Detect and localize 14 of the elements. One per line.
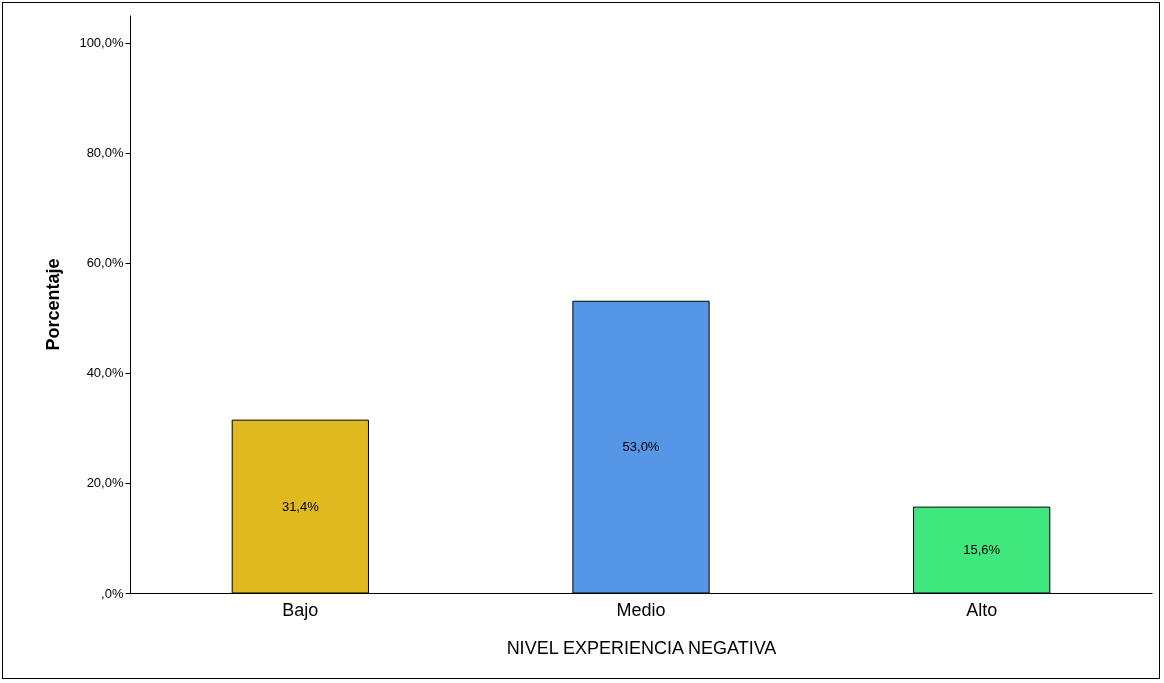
y-axis-title: Porcentaje: [43, 258, 64, 351]
y-tick-label: ,0%: [101, 585, 124, 601]
x-tick-label: Alto: [966, 599, 998, 620]
y-tick-label: 20,0%: [86, 475, 124, 491]
y-tick-label: 60,0%: [86, 255, 124, 271]
x-tick-label: Medio: [616, 599, 666, 620]
y-tick-label: 100,0%: [79, 35, 124, 51]
y-tick-label: 40,0%: [86, 365, 124, 381]
data-label: 31,4%: [281, 498, 320, 514]
data-label: 15,6%: [963, 542, 1001, 558]
data-label: 53,0%: [622, 439, 660, 455]
x-tick-label: Bajo: [282, 599, 319, 620]
x-axis-title: NIVEL EXPERIENCIA NEGATIVA: [506, 637, 777, 658]
y-tick-label: 80,0%: [86, 145, 124, 161]
